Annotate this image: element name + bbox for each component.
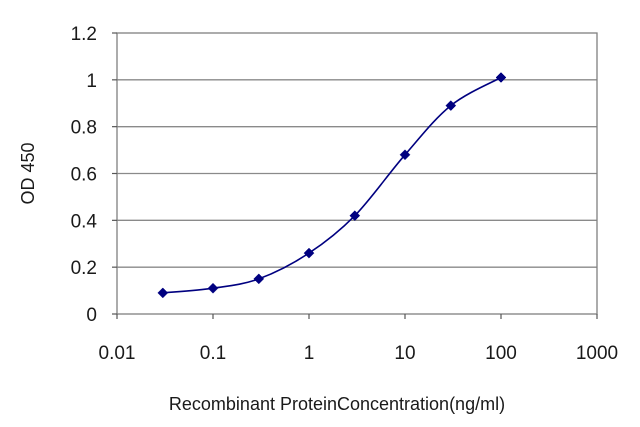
y-axis-title: OD 450 bbox=[18, 142, 38, 204]
x-axis-title: Recombinant ProteinConcentration(ng/ml) bbox=[169, 394, 505, 414]
y-tick-label: 1.2 bbox=[71, 24, 97, 45]
x-tick-label: 1000 bbox=[576, 343, 618, 364]
data-point-marker bbox=[349, 210, 361, 222]
y-tick-label: 0 bbox=[86, 305, 97, 326]
series-line bbox=[162, 76, 502, 294]
axes: 0 0.2 0.4 0.6 0.8 1 1.2 0.01 0.1 1 10 100 1000 bbox=[71, 24, 619, 364]
y-tick-label: 0.6 bbox=[71, 165, 97, 186]
data-point-marker bbox=[207, 282, 219, 294]
x-tick-label: 1 bbox=[304, 343, 315, 364]
y-tick-label: 0.4 bbox=[71, 211, 98, 232]
y-tick-label: 0.2 bbox=[71, 258, 97, 279]
gridlines bbox=[117, 79, 597, 268]
data-point-marker bbox=[495, 72, 507, 83]
x-tick-label: 0.01 bbox=[99, 343, 136, 364]
x-tick-label: 0.1 bbox=[200, 343, 226, 364]
data-point-marker bbox=[445, 100, 457, 111]
x-tick-label: 100 bbox=[485, 343, 517, 364]
data-point-marker bbox=[253, 273, 265, 285]
data-series bbox=[157, 72, 507, 299]
data-point-marker bbox=[399, 149, 411, 161]
data-point-marker bbox=[303, 247, 315, 259]
y-tick-label: 1 bbox=[86, 71, 97, 92]
data-point-marker bbox=[157, 287, 169, 299]
y-tick-label: 0.8 bbox=[71, 118, 97, 139]
x-tick-label: 10 bbox=[394, 343, 415, 364]
